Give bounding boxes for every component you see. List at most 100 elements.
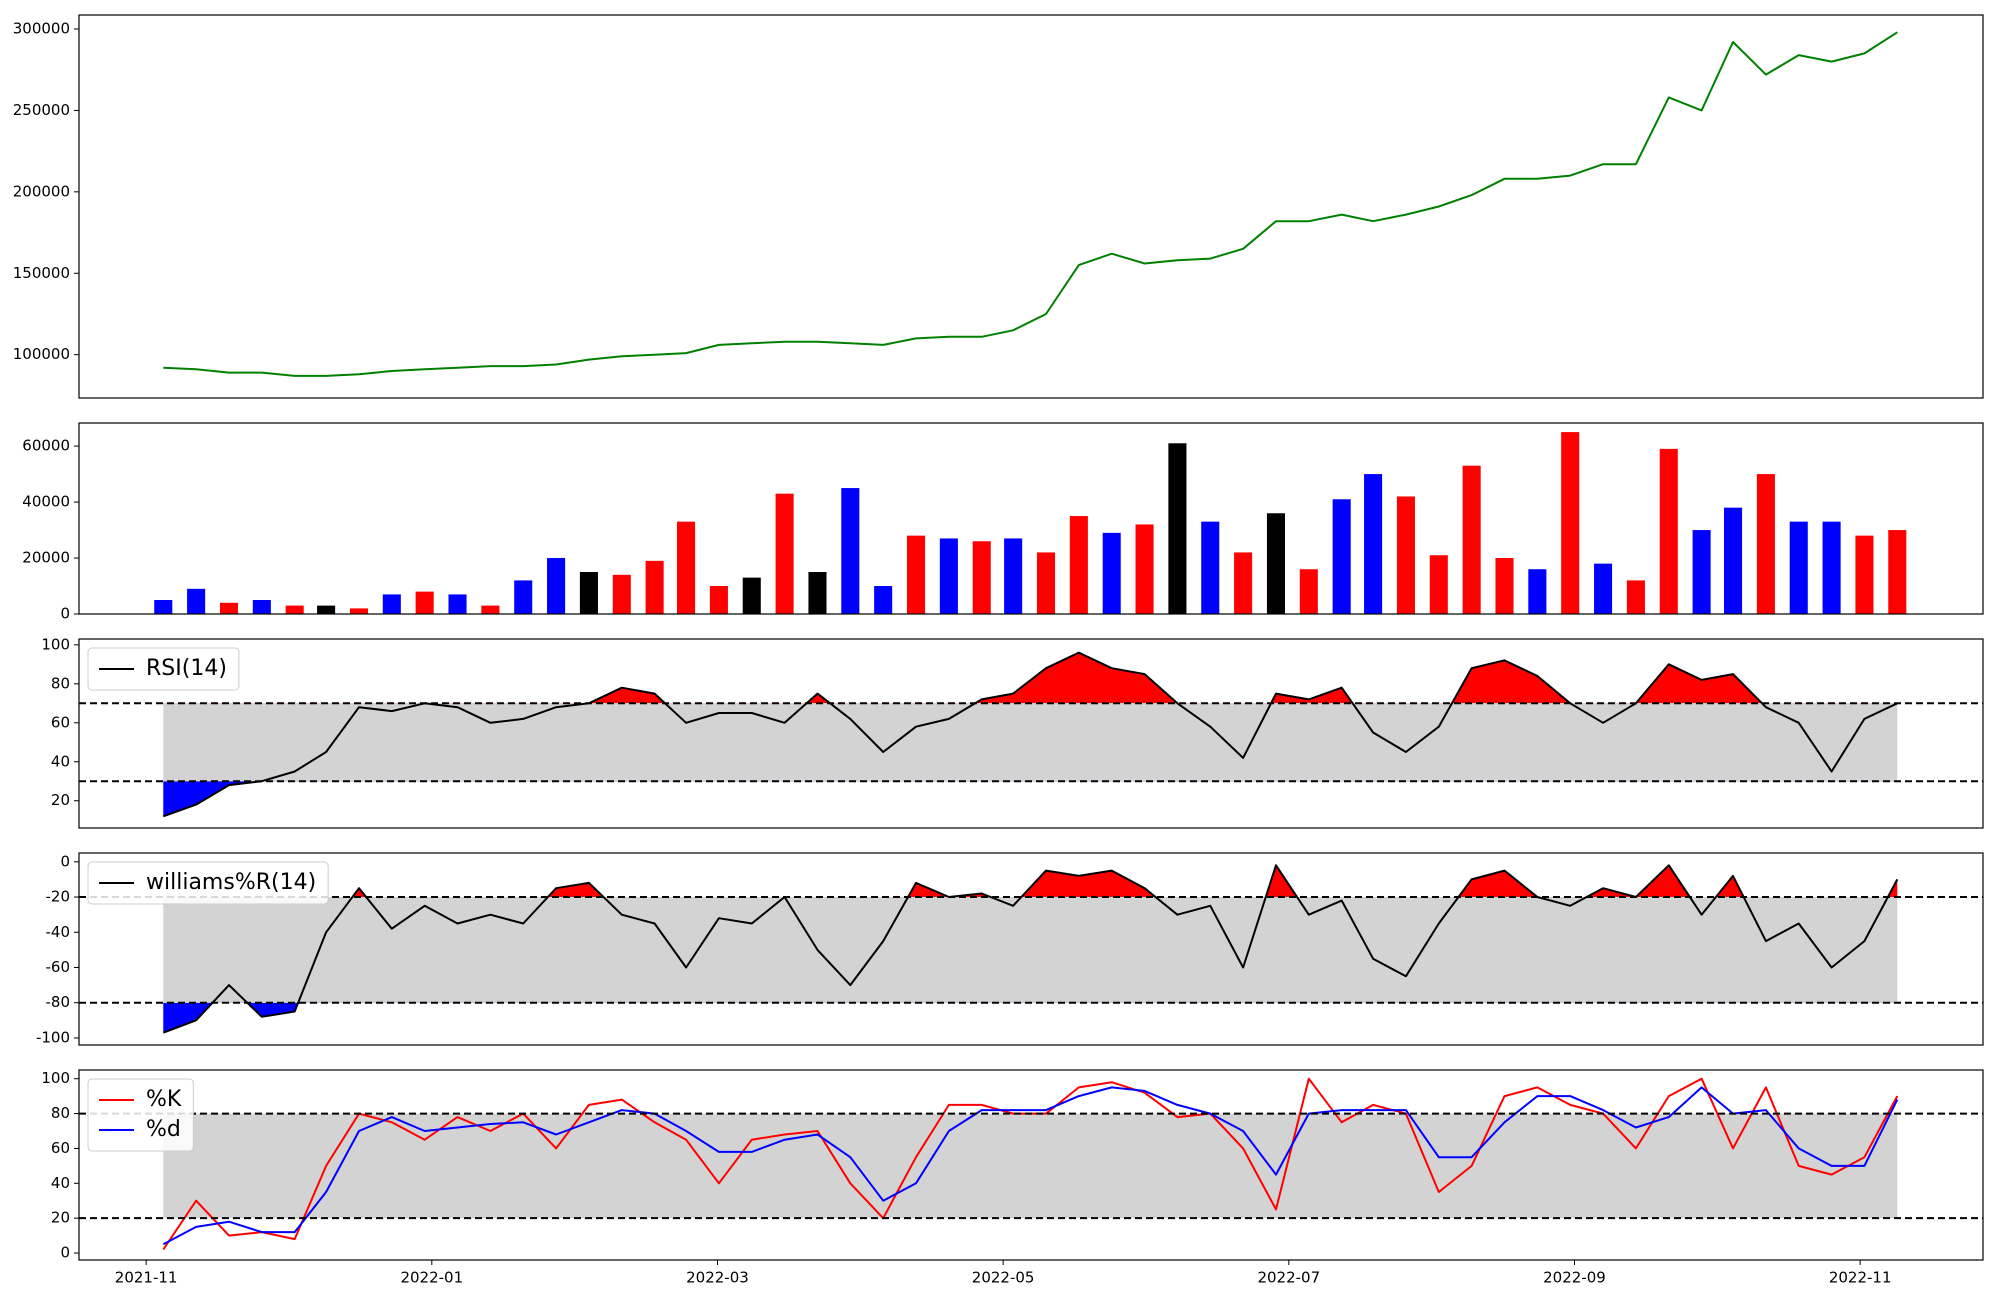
x-tick-label: 2022-01 [400, 1269, 463, 1287]
axes-frame [78, 852, 1984, 1046]
volume-bar [709, 586, 728, 614]
volume-bar [645, 560, 664, 614]
volume-bar [1396, 496, 1415, 614]
series-line [162, 651, 1898, 818]
y-tick-label: -100 [36, 1028, 70, 1046]
volume-bar [1888, 530, 1907, 614]
legend-box [87, 861, 329, 905]
y-tick-label: 0 [60, 1244, 70, 1262]
volume-bar [219, 602, 239, 614]
y-tick-label: 40 [51, 752, 70, 770]
y-tick-label: 20 [51, 791, 70, 809]
volume-bar [906, 535, 926, 614]
panel: 100000 150000 200000 250000 300000 [13, 14, 1984, 399]
volume-bar [1004, 538, 1023, 614]
y-tick-label: 80 [51, 674, 70, 692]
y-tick-label: 40000 [22, 493, 70, 511]
y-tick-label: 250000 [13, 101, 70, 119]
volume-bar [1528, 569, 1547, 614]
series-line [163, 31, 1898, 377]
volume-bar [1429, 555, 1448, 614]
volume-bar [808, 572, 827, 614]
volume-bar [1724, 507, 1743, 614]
volume-bar [1626, 580, 1645, 614]
axes-frame [78, 14, 1984, 399]
y-tick-label: 300000 [13, 20, 70, 38]
volume-bar [415, 591, 434, 614]
y-tick-label: 60 [51, 713, 70, 731]
volume-bar [1561, 432, 1580, 614]
legend-label: %K [146, 1087, 182, 1112]
y-tick-label: 20 [51, 1209, 70, 1227]
volume-bar [1364, 474, 1383, 614]
volume-bar [939, 538, 958, 614]
y-tick-label: 60000 [22, 437, 70, 455]
volume-bar [1135, 524, 1154, 614]
series-line [162, 864, 1899, 1034]
volume-bar [1168, 443, 1187, 614]
volume-bar [481, 605, 500, 614]
volume-bar [1036, 552, 1056, 614]
legend: williams%R(14) [87, 861, 329, 905]
volume-bar [677, 521, 696, 614]
y-tick-label: 0 [60, 852, 70, 870]
volume-bar [349, 608, 368, 614]
y-tick-label: 200000 [13, 182, 70, 200]
volume-bar [841, 488, 860, 614]
volume-bar [317, 605, 336, 614]
volume-bar [285, 605, 304, 614]
y-tick-label: 100 [41, 635, 70, 653]
legend-label: williams%R(14) [146, 870, 316, 895]
volume-bar [547, 558, 566, 614]
volume-bar [187, 588, 206, 614]
volume-bar [1789, 521, 1808, 614]
y-tick-label: 0 [60, 605, 70, 623]
legend: %K %d [87, 1078, 194, 1152]
volume-bar [1692, 530, 1711, 614]
volume-bar [252, 600, 271, 614]
legend-box [87, 647, 240, 691]
volume-bar [1756, 474, 1775, 614]
y-tick-label: 150000 [13, 264, 70, 282]
volume-bar [514, 580, 533, 614]
volume-bar [742, 577, 761, 614]
volume-bar [448, 594, 467, 614]
volume-bar [1201, 521, 1220, 614]
axes-frame [78, 1069, 1984, 1261]
overbought-fill [163, 652, 1898, 704]
volume-bar [1659, 448, 1678, 614]
volume-bar [1594, 563, 1613, 614]
neutral-band [163, 897, 1898, 1003]
volume-bar [1462, 465, 1481, 614]
legend-box [87, 1078, 194, 1152]
x-tick-label: 2022-11 [1829, 1269, 1892, 1287]
volume-bar [874, 586, 893, 614]
y-tick-label: 60 [51, 1139, 70, 1157]
volume-bar [579, 572, 598, 614]
legend: RSI(14) [87, 647, 240, 691]
y-tick-label: -40 [46, 923, 71, 941]
panel: 0 20 40 60 80 100 2021-11 2022-01 2022-03 2022-05… [41, 1069, 1984, 1287]
y-tick-label: -80 [46, 993, 71, 1011]
y-tick-label: 40 [51, 1174, 70, 1192]
panel: 0 20000 40000 60000 [22, 422, 1984, 623]
volume-bar [1102, 532, 1121, 614]
volume-bar [612, 574, 631, 614]
neutral-band [163, 1113, 1898, 1219]
volume-bar [154, 600, 173, 614]
volume-bar [972, 541, 991, 614]
panel: -100 -80 -60 -40 -20 0 williams%R(14) [36, 852, 1984, 1046]
x-tick-label: 2021-11 [115, 1269, 178, 1287]
volume-bar [1069, 516, 1088, 614]
volume-bar [1495, 558, 1514, 614]
x-tick-label: 2022-03 [686, 1269, 749, 1287]
volume-bar [1299, 569, 1318, 614]
axes-frame [78, 422, 1984, 615]
volume-bar [382, 594, 401, 614]
overbought-fill [163, 865, 1898, 898]
volume-bar [1822, 521, 1841, 614]
y-tick-label: 80 [51, 1104, 70, 1122]
y-tick-label: 100000 [13, 345, 70, 363]
y-tick-label: 100 [41, 1069, 70, 1087]
